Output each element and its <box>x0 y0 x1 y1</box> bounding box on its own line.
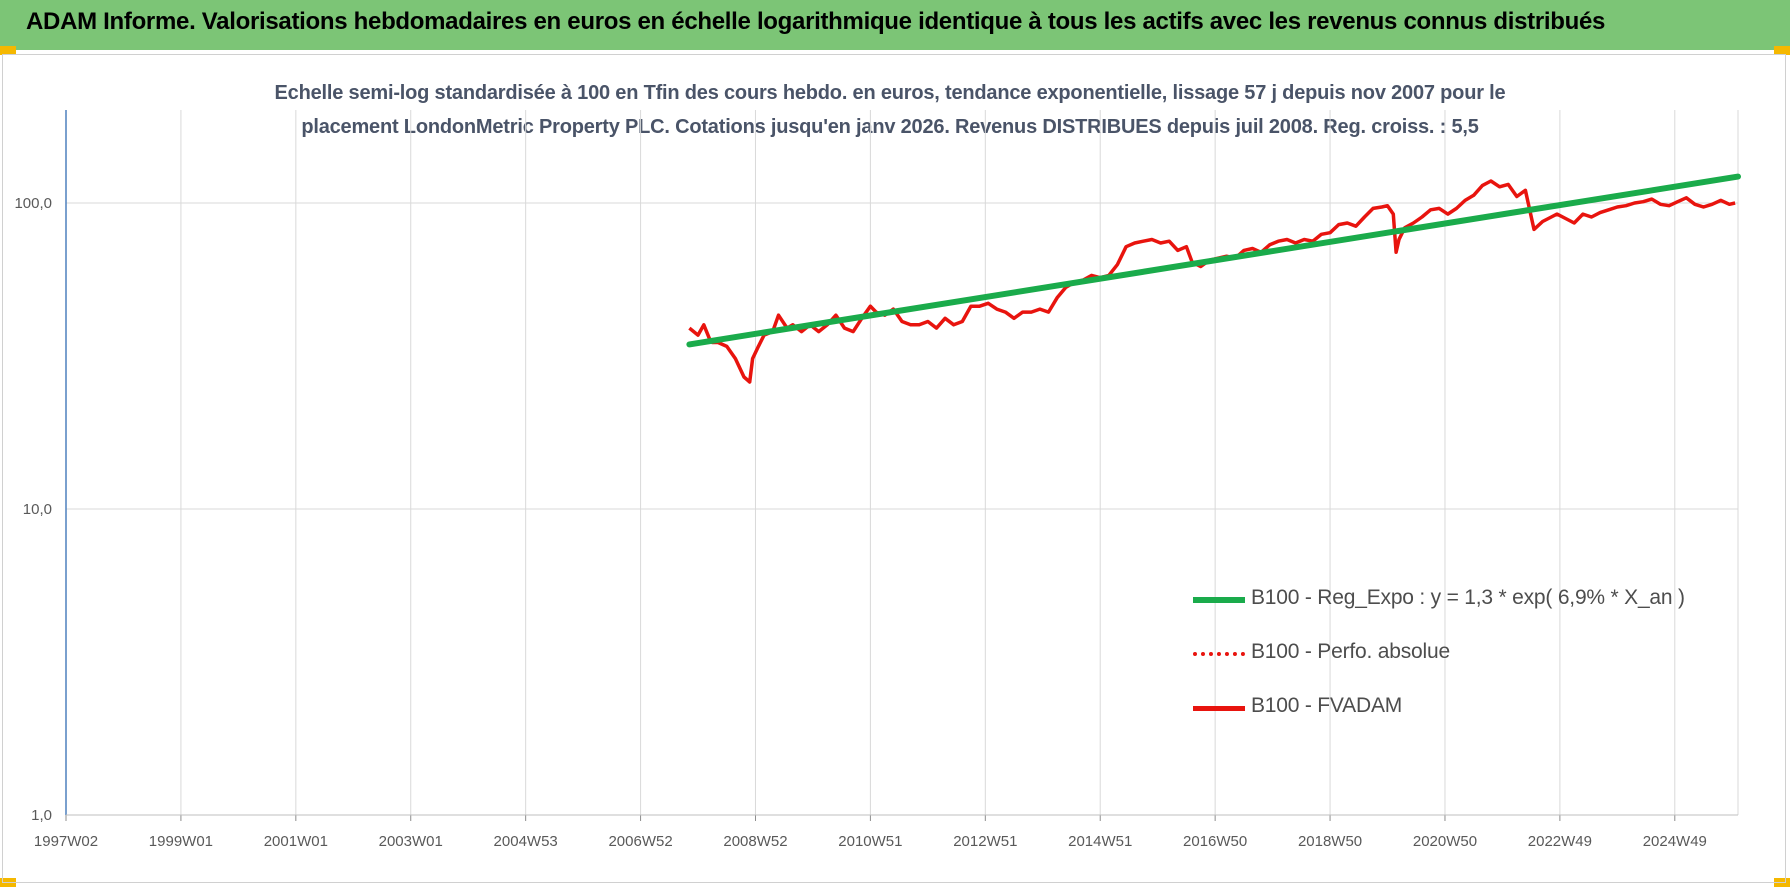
corner-mark-top-right <box>1774 46 1790 55</box>
legend-label-perfo: B100 - Perfo. absolue <box>1251 640 1450 663</box>
corner-mark-top-left <box>0 46 16 55</box>
legend-swatch-fvadam <box>1193 706 1245 711</box>
chart-title-line-2: placement LondonMetric Property PLC. Cot… <box>301 116 1479 138</box>
chart-title: Echelle semi-log standardisée à 100 en T… <box>150 76 1630 144</box>
header-banner: ADAM Informe. Valorisations hebdomadaire… <box>0 0 1790 50</box>
legend-swatch-perfo <box>1193 652 1245 656</box>
legend-swatch-trend <box>1193 597 1245 603</box>
chart-title-line-1: Echelle semi-log standardisée à 100 en T… <box>274 82 1506 104</box>
header-title: ADAM Informe. Valorisations hebdomadaire… <box>26 8 1606 35</box>
legend-label-trend: B100 - Reg_Expo : y = 1,3 * exp( 6,9% * … <box>1251 586 1685 609</box>
legend-label-fvadam: B100 - FVADAM <box>1251 694 1403 717</box>
chart-frame <box>2 54 1786 883</box>
